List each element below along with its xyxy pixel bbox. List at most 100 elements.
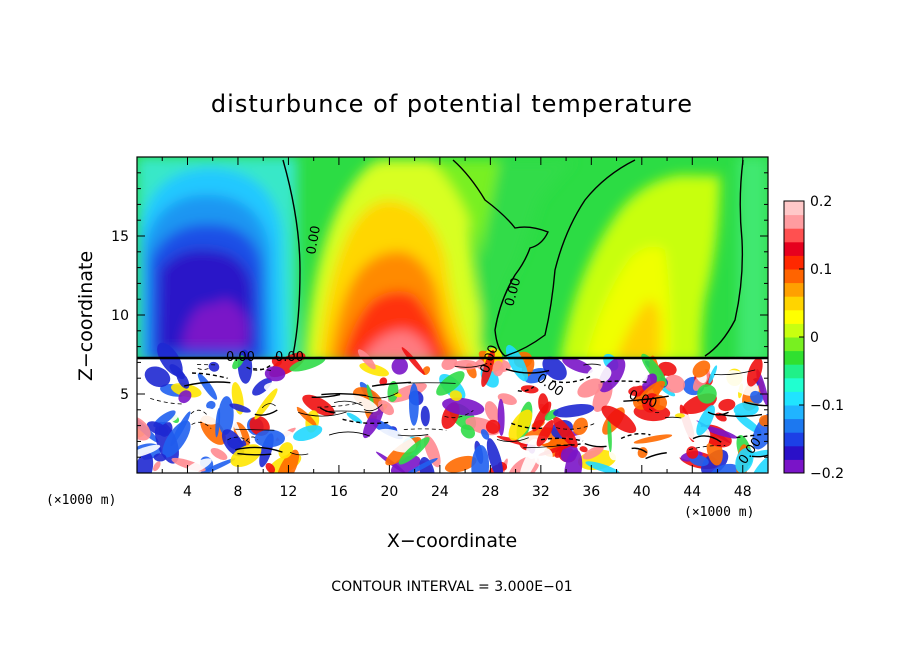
turbulence-patch xyxy=(379,377,388,386)
turbulence-contour xyxy=(328,431,371,437)
turbulence-patch xyxy=(471,445,490,473)
turbulence-patch xyxy=(735,447,754,473)
turbulence-contour xyxy=(645,452,667,460)
turbulence-patch xyxy=(674,413,685,418)
turbulence-patch xyxy=(146,421,168,436)
y-axis-label: Z−coordinate xyxy=(75,251,97,381)
turbulence-patch xyxy=(532,401,552,432)
turbulence-patch xyxy=(289,356,326,372)
turbulence-patch xyxy=(449,390,463,401)
turbulence-contour xyxy=(246,363,273,371)
x-tick-label: 48 xyxy=(734,484,752,500)
turbulence-patch xyxy=(534,447,553,466)
turbulence-patch xyxy=(343,394,379,413)
turbulence-patch xyxy=(536,420,554,447)
x-unit-label-right: (×1000 m) xyxy=(684,505,754,520)
turbulence-patch xyxy=(751,453,768,473)
turbulence-contour xyxy=(245,436,259,442)
x-tick-label: 24 xyxy=(431,484,449,500)
turbulence-contour xyxy=(192,372,228,380)
contour-label-8: 0.00 xyxy=(275,350,304,365)
colorbar-swatch xyxy=(784,377,804,392)
turbulence-contour xyxy=(227,436,251,444)
turbulence-contour xyxy=(197,366,212,370)
turbulence-patch xyxy=(197,373,218,400)
contour-label-2: 0.00 xyxy=(502,276,524,308)
x-tick-label: 20 xyxy=(380,484,398,500)
contour-label-1: 0.00 xyxy=(304,225,324,256)
turbulence-patch xyxy=(441,357,458,370)
colorbar-swatch xyxy=(784,269,804,284)
turbulence-patch xyxy=(708,365,718,384)
turbulence-patch xyxy=(374,428,417,453)
turbulence-patch xyxy=(657,361,677,376)
turbulence-patch xyxy=(746,357,763,387)
colorbar-swatch xyxy=(784,350,804,365)
turbulence-patch xyxy=(276,429,308,452)
colorbar-swatch xyxy=(784,255,804,270)
turbulence-contour xyxy=(408,382,456,384)
turbulence-contour xyxy=(235,428,275,431)
turbulence-patch xyxy=(700,425,738,439)
contour-lines xyxy=(282,159,744,357)
turbulence-patch xyxy=(651,395,668,411)
turbulence-patch xyxy=(480,429,490,440)
turbulence-patch xyxy=(293,425,323,442)
colorbar-swatch xyxy=(784,296,804,311)
y-tick-label: 10 xyxy=(111,308,129,324)
plot-area xyxy=(137,157,768,473)
turbulence-contour xyxy=(342,418,391,425)
turbulence-patch xyxy=(633,434,673,444)
turbulence-patch xyxy=(485,419,501,434)
colorbar xyxy=(784,201,804,474)
turbulence-contour xyxy=(620,433,651,440)
turbulence-patch xyxy=(725,370,759,396)
turbulence-contour xyxy=(289,451,309,456)
turbulence-patch xyxy=(152,461,161,472)
turbulence-patch xyxy=(444,455,477,473)
turbulence-contour xyxy=(517,386,535,392)
turbulence-patch xyxy=(564,376,583,407)
turbulence-contour xyxy=(523,443,573,449)
turbulence-contour xyxy=(317,402,362,408)
turbulence-patch xyxy=(362,405,384,439)
colorbar-tick-label: 0 xyxy=(810,330,819,346)
turbulence-contour xyxy=(319,407,336,414)
turbulence-contour xyxy=(664,416,682,419)
turbulence-contour xyxy=(235,446,283,453)
turbulence-patch xyxy=(391,357,408,375)
turbulence-patch xyxy=(184,363,194,378)
turbulence-patch xyxy=(733,402,759,417)
turbulence-patch xyxy=(359,362,389,377)
turbulence-contour xyxy=(365,392,399,399)
turbulence-contour xyxy=(743,401,768,407)
turbulence-patch xyxy=(641,353,667,387)
turbulence-contour xyxy=(444,410,474,419)
contour-interval-note: CONTOUR INTERVAL = 3.000E−01 xyxy=(331,579,572,595)
turbulence-patch xyxy=(460,424,476,439)
turbulence-contour xyxy=(298,411,347,417)
turbulence-contour xyxy=(191,421,212,429)
turbulence-contour xyxy=(540,437,584,442)
turbulence-patch xyxy=(296,406,317,427)
turbulence-patch xyxy=(553,404,595,418)
turbulence-patch xyxy=(208,361,220,372)
turbulence-contour xyxy=(190,409,208,416)
turbulence-patch xyxy=(759,414,768,427)
turbulence-patch xyxy=(366,384,374,406)
turbulence-patch xyxy=(735,413,762,434)
turbulence-patch xyxy=(254,429,286,448)
turbulence-patch xyxy=(230,444,262,468)
turbulence-patch xyxy=(254,388,278,420)
turbulence-patch xyxy=(144,366,171,388)
colorbar-swatch xyxy=(784,228,804,243)
turbulence-patch xyxy=(265,462,276,473)
turbulence-patch xyxy=(508,409,533,441)
turbulence-patch xyxy=(286,403,298,418)
turbulence-contour xyxy=(718,413,763,418)
turbulence-patch xyxy=(577,378,603,398)
turbulence-contour xyxy=(311,393,341,398)
turbulence-patch xyxy=(572,417,588,436)
x-tick-label: 28 xyxy=(481,484,499,500)
turbulence-contour xyxy=(692,435,722,443)
